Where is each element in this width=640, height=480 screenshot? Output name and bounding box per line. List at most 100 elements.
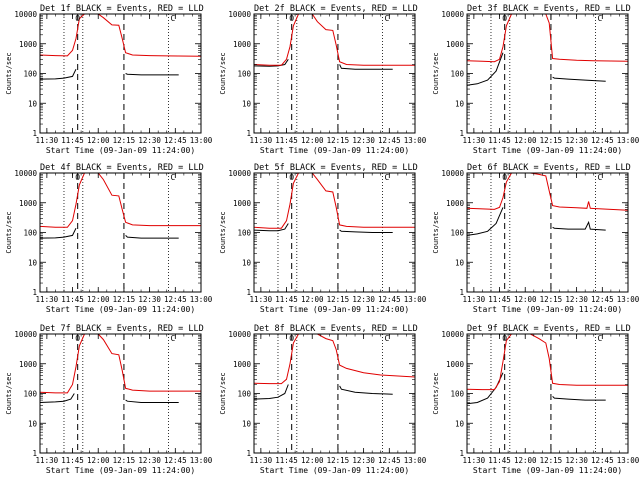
x-axis-label: Start Time (09-Jan-09 11:24:00) — [260, 146, 409, 155]
x-tick-label: 12:45 — [378, 456, 401, 465]
plot-frame — [253, 333, 416, 454]
y-tick-label: 100 — [237, 390, 251, 399]
x-tick-label: 12:15 — [540, 456, 563, 465]
series-line-lld — [40, 173, 201, 228]
y-axis-label: Counts/sec — [5, 211, 13, 253]
x-tick-label: 12:00 — [514, 456, 537, 465]
x-tick-label: 11:45 — [275, 136, 298, 145]
y-tick-label: 1 — [32, 449, 37, 458]
y-tick-label: 1 — [246, 449, 251, 458]
y-tick-label: 10000 — [14, 10, 37, 19]
series-line-lld — [467, 14, 628, 63]
panel-title: Det 3f BLACK = Events, RED = LLD — [467, 4, 631, 14]
y-tick-label: 10 — [242, 99, 252, 108]
x-tick-label: 12:30 — [565, 295, 588, 304]
y-tick-label: 10 — [28, 99, 38, 108]
y-tick-label: 10000 — [228, 330, 251, 339]
x-tick-label: 12:30 — [138, 456, 161, 465]
x-axis-label: Start Time (09-Jan-09 11:24:00) — [473, 305, 622, 314]
panel-title: Det 9f BLACK = Events, RED = LLD — [467, 324, 631, 334]
y-tick-label: 10 — [455, 99, 465, 108]
y-tick-label: 10 — [242, 419, 252, 428]
x-tick-label: 13:00 — [617, 456, 640, 465]
x-tick-label: 12:00 — [87, 456, 110, 465]
panel-det-6: Det 6f BLACK = Events, RED = LLD Counts/s… — [432, 163, 640, 314]
x-tick-label: 11:30 — [36, 456, 59, 465]
x-axis-label: Start Time (09-Jan-09 11:24:00) — [260, 466, 409, 475]
series-line-events — [467, 52, 606, 86]
y-tick-label: 1 — [32, 129, 37, 138]
plot-frame — [466, 13, 629, 134]
panel-title: Det 6f BLACK = Events, RED = LLD — [467, 163, 631, 173]
x-tick-label: 12:15 — [327, 136, 350, 145]
x-axis-label: Start Time (09-Jan-09 11:24:00) — [46, 305, 195, 314]
x-tick-label: 11:45 — [488, 295, 511, 304]
y-tick-label: 100 — [23, 229, 37, 238]
x-tick-label: 11:45 — [61, 295, 84, 304]
x-tick-label: 12:30 — [352, 295, 375, 304]
y-tick-label: 10000 — [441, 10, 464, 19]
y-tick-label: 10 — [455, 419, 465, 428]
x-tick-label: 11:30 — [36, 136, 59, 145]
marker-label-o: O — [289, 334, 294, 343]
panel-det-7: Det 7f BLACK = Events, RED = LLD Counts/s… — [5, 324, 213, 475]
panel-det-2: Det 2f BLACK = Events, RED = LLD Counts/s… — [219, 4, 427, 155]
series-line-events — [467, 372, 606, 405]
y-axis-label: Counts/sec — [219, 372, 227, 414]
x-tick-label: 11:30 — [250, 456, 273, 465]
marker-label-o: O — [75, 173, 80, 182]
y-tick-label: 100 — [237, 70, 251, 79]
series-line-lld — [254, 334, 415, 385]
panel-det-8: Det 8f BLACK = Events, RED = LLD Counts/s… — [219, 324, 427, 475]
x-tick-label: 12:00 — [87, 295, 110, 304]
y-tick-label: 1 — [246, 129, 251, 138]
x-tick-label: 12:15 — [327, 456, 350, 465]
panel-title: Det 1f BLACK = Events, RED = LLD — [40, 4, 204, 14]
y-axis-label: Counts/sec — [219, 52, 227, 94]
x-tick-label: 13:00 — [190, 136, 213, 145]
x-tick-label: 12:30 — [352, 456, 375, 465]
y-tick-label: 10000 — [441, 169, 464, 178]
marker-label-c: C — [170, 334, 175, 343]
y-tick-label: 10 — [28, 258, 38, 267]
x-tick-label: 12:15 — [113, 136, 136, 145]
x-tick-label: 11:30 — [463, 136, 486, 145]
panel-det-9: Det 9f BLACK = Events, RED = LLD Counts/s… — [432, 324, 640, 475]
y-tick-label: 1000 — [446, 40, 465, 49]
x-tick-label: 11:45 — [275, 295, 298, 304]
series-line-events — [467, 207, 606, 236]
series-line-events — [254, 223, 393, 233]
y-tick-label: 10000 — [228, 10, 251, 19]
x-tick-label: 13:00 — [404, 295, 427, 304]
x-tick-label: 12:45 — [378, 136, 401, 145]
y-tick-label: 1 — [32, 288, 37, 297]
x-tick-label: 12:00 — [301, 295, 324, 304]
x-tick-label: 12:15 — [327, 295, 350, 304]
y-tick-label: 100 — [23, 390, 37, 399]
y-tick-label: 1000 — [19, 199, 38, 208]
x-tick-label: 12:30 — [565, 136, 588, 145]
marker-label-o: O — [75, 14, 80, 23]
x-tick-label: 12:45 — [378, 295, 401, 304]
x-axis-label: Start Time (09-Jan-09 11:24:00) — [473, 146, 622, 155]
y-tick-label: 1000 — [233, 199, 252, 208]
marker-label-c: C — [384, 334, 389, 343]
y-axis-label: Counts/sec — [219, 211, 227, 253]
panel-title: Det 5f BLACK = Events, RED = LLD — [254, 163, 418, 173]
x-tick-label: 12:00 — [301, 136, 324, 145]
series-line-events — [40, 393, 179, 403]
y-tick-label: 1 — [459, 288, 464, 297]
x-tick-label: 13:00 — [190, 295, 213, 304]
y-tick-label: 10000 — [441, 330, 464, 339]
y-tick-label: 1000 — [19, 40, 38, 49]
x-tick-label: 13:00 — [190, 456, 213, 465]
y-tick-label: 1000 — [19, 360, 38, 369]
x-tick-label: 12:00 — [301, 456, 324, 465]
marker-label-o: O — [502, 334, 507, 343]
series-line-lld — [254, 173, 415, 229]
panel-det-3: Det 3f BLACK = Events, RED = LLD Counts/s… — [432, 4, 640, 155]
y-tick-label: 10000 — [14, 169, 37, 178]
x-tick-label: 11:45 — [275, 456, 298, 465]
y-axis-label: Counts/sec — [432, 211, 440, 253]
x-tick-label: 12:45 — [164, 136, 187, 145]
